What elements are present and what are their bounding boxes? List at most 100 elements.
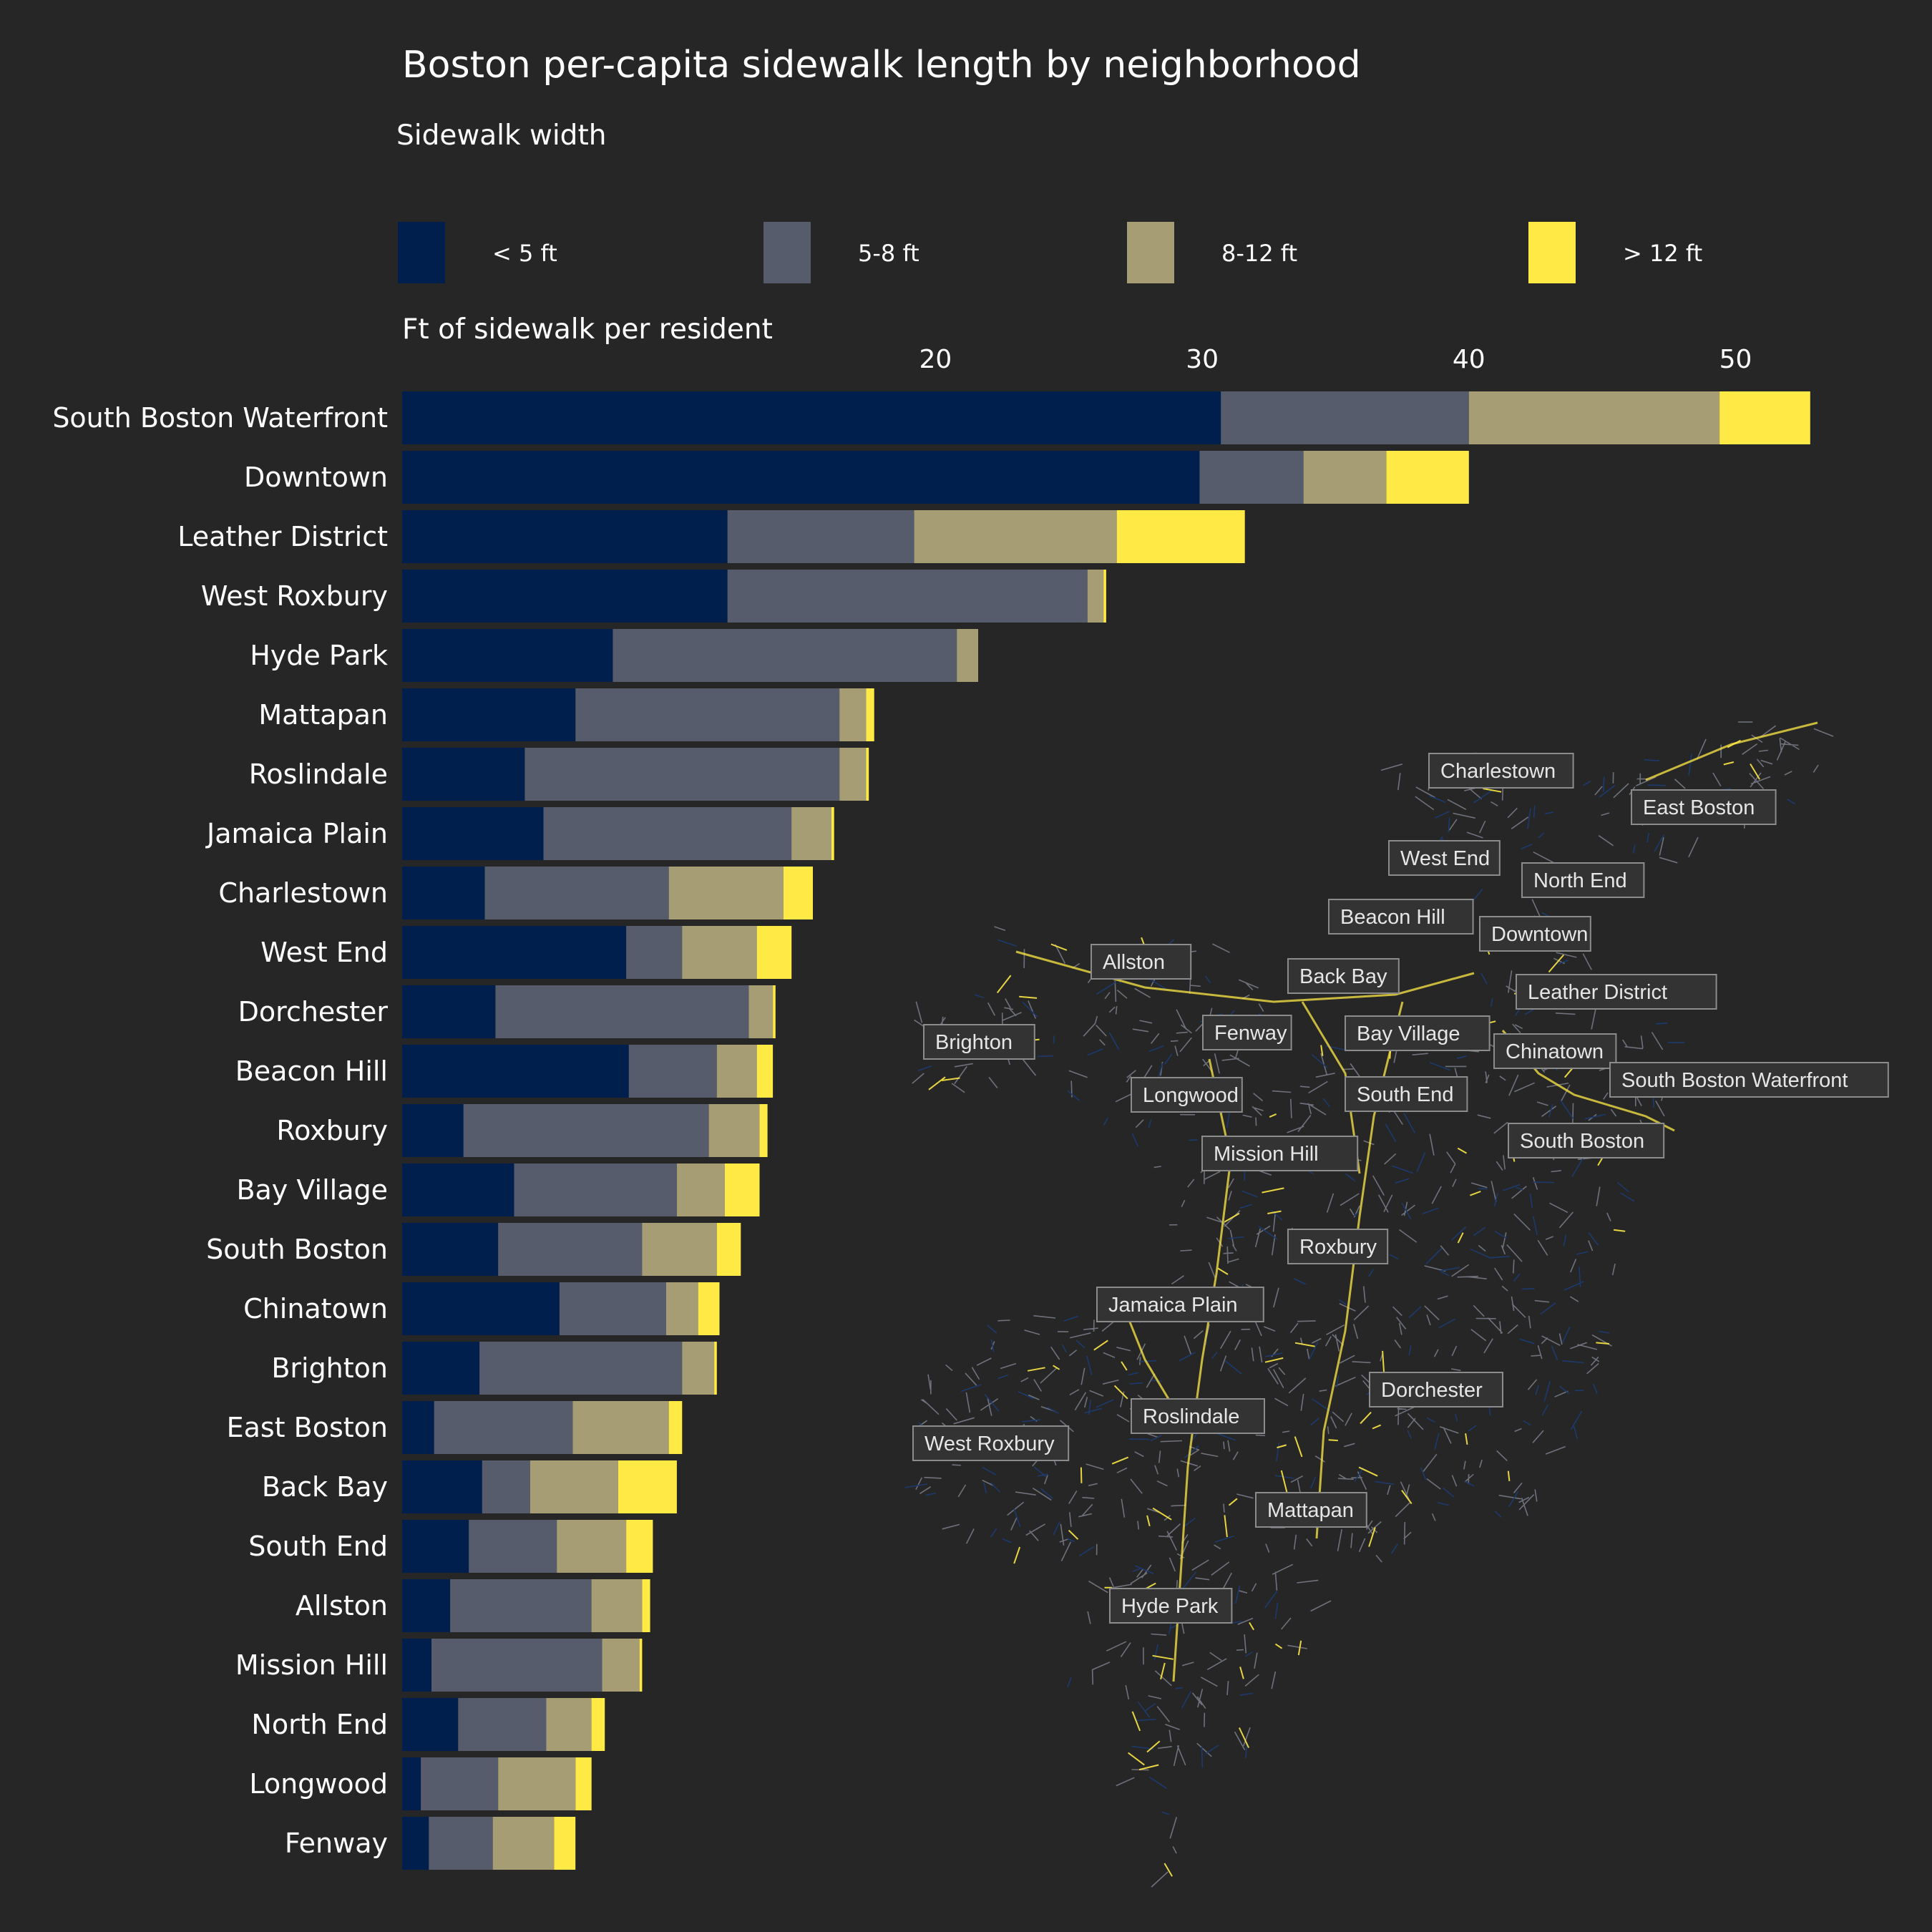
bar-segment-5-ft	[402, 1163, 514, 1216]
bar-group-west-roxbury	[402, 570, 1106, 623]
bar-segment-5-8-ft	[514, 1163, 677, 1216]
map-label-roslindale: Roslindale	[1131, 1398, 1265, 1434]
map-label-text: Chinatown	[1506, 1040, 1604, 1063]
map-label-text: Fenway	[1214, 1022, 1287, 1045]
category-label: West End	[260, 937, 388, 968]
bar-segment-12-ft	[756, 926, 792, 979]
bar-segment-8-12-ft	[839, 688, 867, 741]
map-label-brighton: Brighton	[923, 1024, 1035, 1060]
bar-segment-8-12-ft	[557, 1520, 627, 1573]
map-label-box	[1345, 1076, 1468, 1112]
bar-segment-5-ft	[402, 629, 613, 682]
map-label-south-boston: South Boston	[1508, 1123, 1665, 1158]
map-label-text: Longwood	[1143, 1084, 1239, 1107]
bar-group-mattapan	[402, 688, 874, 741]
bar-segment-12-ft	[639, 1639, 643, 1692]
category-label: Charlestown	[218, 877, 388, 909]
legend-title: Sidewalk width	[396, 119, 606, 152]
map-label-chinatown: Chinatown	[1493, 1033, 1617, 1069]
map-label-south-boston-waterfront: South Boston Waterfront	[1609, 1062, 1889, 1098]
bar-segment-12-ft	[591, 1698, 605, 1751]
map-label-text: Downtown	[1491, 923, 1588, 946]
map-label-text: South End	[1357, 1083, 1453, 1106]
legend-swatch-5-8-ft	[763, 222, 811, 283]
map-label-bay-village: Bay Village	[1345, 1015, 1491, 1051]
legend-swatch-5-ft	[398, 222, 445, 283]
bar-segment-12-ft	[866, 748, 869, 801]
map-label-box	[1609, 1062, 1889, 1098]
bar-group-leather-district	[402, 510, 1245, 563]
bar-segment-12-ft	[554, 1817, 576, 1870]
legend: < 5 ft 5-8 ft 8-12 ft > 12 ft	[398, 222, 1702, 283]
bar-segment-8-12-ft	[492, 1817, 555, 1870]
x-axis-label: Ft of sidewalk per resident	[402, 313, 773, 346]
bar-segment-12-ft	[716, 1223, 741, 1276]
bar-segment-5-ft	[402, 807, 544, 860]
bar-segment-5-ft	[402, 748, 525, 801]
bar-segment-12-ft	[1116, 510, 1245, 563]
bar-segment-5-8-ft	[613, 629, 957, 682]
category-label: Back Bay	[262, 1471, 388, 1503]
map-label-text: South Boston Waterfront	[1621, 1069, 1848, 1092]
map-label-text: East Boston	[1643, 796, 1755, 819]
bar-segment-5-ft	[402, 1698, 459, 1751]
bar-segment-12-ft	[575, 1757, 592, 1810]
bar-group-south-boston	[402, 1223, 741, 1276]
bar-segment-12-ft	[1103, 570, 1106, 623]
bar-segment-5-8-ft	[482, 1460, 530, 1513]
category-label: South End	[248, 1531, 388, 1562]
category-label: Bay Village	[236, 1174, 388, 1206]
category-label: Mattapan	[258, 699, 388, 731]
bar-group-south-boston-waterfront	[402, 391, 1810, 444]
bar-group-downtown	[402, 451, 1469, 504]
map-labels: Charlestown East Boston West End North End B…	[912, 753, 1889, 1624]
bar-segment-5-ft	[402, 926, 627, 979]
category-label: Dorchester	[238, 996, 389, 1028]
map-streets-narrow	[912, 721, 1834, 1888]
bar-segment-5-ft	[402, 985, 496, 1038]
bar-group-charlestown	[402, 867, 813, 919]
bar-segment-5-ft	[402, 451, 1200, 504]
map-label-text: South Boston	[1520, 1130, 1644, 1153]
bar-segment-8-12-ft	[642, 1223, 717, 1276]
legend-label-5-ft: < 5 ft	[492, 240, 557, 267]
bar-segment-8-12-ft	[666, 1282, 698, 1335]
bar-segment-8-12-ft	[839, 748, 867, 801]
map-major-street	[1015, 950, 1475, 1003]
map-label-box	[1631, 789, 1777, 825]
bar-segment-12-ft	[725, 1163, 760, 1216]
bar-segment-5-ft	[402, 1401, 434, 1454]
bar-segment-5-8-ft	[543, 807, 792, 860]
category-label: Brighton	[271, 1352, 388, 1384]
map-label-mattapan: Mattapan	[1255, 1492, 1367, 1528]
bar-segment-5-8-ft	[525, 748, 840, 801]
map-label-box	[1287, 1229, 1389, 1264]
map-label-text: Charlestown	[1440, 760, 1556, 783]
category-label: Beacon Hill	[235, 1055, 388, 1087]
map-label-west-roxbury: West Roxbury	[912, 1425, 1070, 1461]
map-label-allston: Allston	[1091, 944, 1192, 980]
bar-segment-8-12-ft	[591, 1579, 643, 1632]
bar-segment-5-8-ft	[559, 1282, 666, 1335]
bar-group-east-boston	[402, 1401, 683, 1454]
map-label-box	[923, 1024, 1035, 1060]
category-label: Longwood	[249, 1768, 388, 1800]
bar-segment-12-ft	[642, 1579, 650, 1632]
bar-group-mission-hill	[402, 1639, 643, 1692]
bar-segment-8-12-ft	[716, 1045, 757, 1098]
bar-segment-12-ft	[756, 1045, 774, 1098]
bar-group-chinatown	[402, 1282, 720, 1335]
bar-group-roxbury	[402, 1104, 768, 1157]
map-label-box	[1131, 1077, 1243, 1113]
bar-segment-8-12-ft	[1087, 570, 1104, 623]
x-tick-label: 30	[1186, 345, 1219, 374]
bar-segment-12-ft	[866, 688, 874, 741]
bar-segment-12-ft	[831, 807, 834, 860]
bar-group-brighton	[402, 1342, 717, 1395]
category-label: Fenway	[285, 1828, 388, 1859]
bar-segment-8-12-ft	[748, 985, 773, 1038]
bar-segment-12-ft	[759, 1104, 768, 1157]
chart-title: Boston per-capita sidewalk length by nei…	[402, 44, 1361, 87]
category-labels: South Boston Waterfront Downtown Leather D…	[52, 402, 388, 1859]
bar-group-north-end	[402, 1698, 605, 1751]
